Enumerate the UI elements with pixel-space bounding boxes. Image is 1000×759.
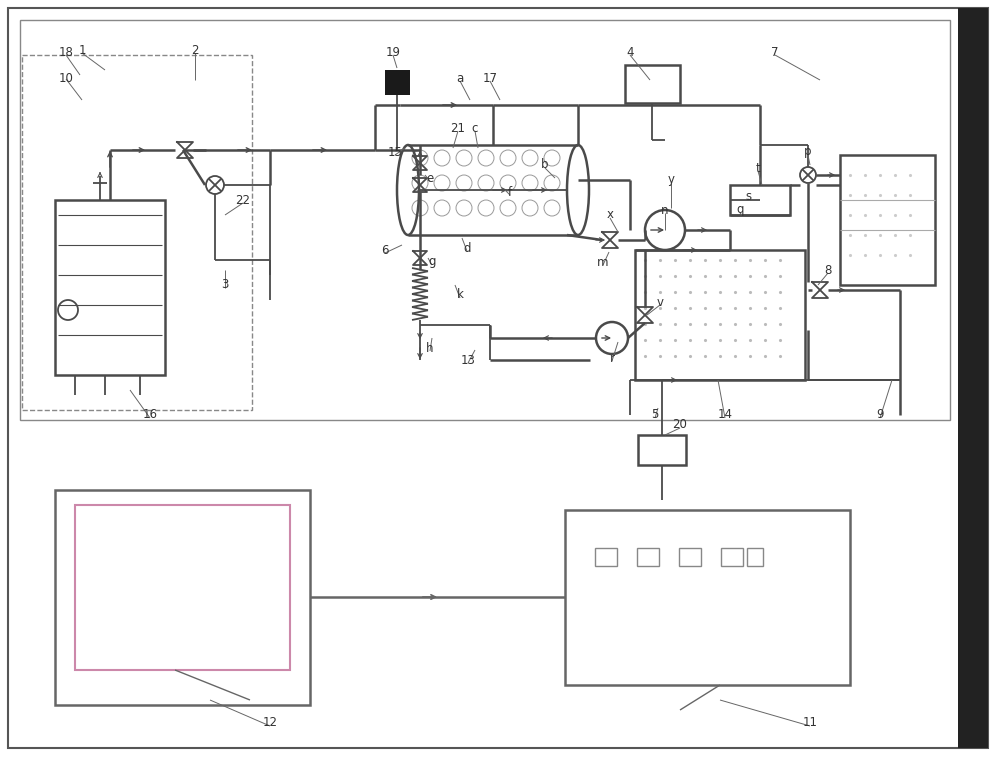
Bar	[565, 510, 850, 685]
Text: x: x	[606, 209, 614, 222]
Text: p: p	[804, 146, 812, 159]
Text: r: r	[610, 351, 614, 364]
Text: 19: 19	[386, 46, 400, 58]
Bar	[635, 250, 805, 380]
Text: 5: 5	[651, 408, 659, 421]
Text: 1: 1	[78, 43, 86, 56]
Text: 10: 10	[59, 71, 73, 84]
Text: 2: 2	[191, 43, 199, 56]
Text: 14: 14	[718, 408, 732, 421]
Text: 21: 21	[450, 121, 466, 134]
Text: 11: 11	[802, 716, 818, 729]
Bar	[385, 70, 410, 95]
Text: 17: 17	[482, 71, 498, 84]
Text: a: a	[456, 71, 464, 84]
Bar	[747, 548, 763, 566]
Text: g: g	[428, 256, 436, 269]
Bar	[595, 548, 617, 566]
Text: f: f	[508, 185, 512, 199]
Bar	[958, 8, 988, 748]
Text: n: n	[661, 203, 669, 216]
Text: 6: 6	[381, 244, 389, 257]
Bar	[679, 548, 701, 566]
Text: 3: 3	[221, 279, 229, 291]
Text: c: c	[472, 121, 478, 134]
Text: 7: 7	[771, 46, 779, 58]
Text: e: e	[426, 172, 434, 184]
Text: b: b	[541, 159, 549, 172]
Bar	[625, 65, 680, 103]
Bar	[22, 55, 252, 410]
Text: 16: 16	[143, 408, 158, 421]
Text: m: m	[597, 256, 609, 269]
Text: t: t	[756, 162, 760, 175]
Text: h: h	[426, 342, 434, 354]
Bar	[55, 200, 165, 375]
Text: 9: 9	[876, 408, 884, 421]
Bar	[55, 490, 310, 705]
Bar	[730, 185, 790, 215]
Bar	[20, 20, 950, 420]
Bar	[721, 548, 743, 566]
Text: y: y	[668, 174, 674, 187]
Text: 18: 18	[59, 46, 73, 58]
Text: 22: 22	[236, 194, 250, 206]
Bar	[637, 548, 659, 566]
Text: 12: 12	[262, 716, 278, 729]
Text: 20: 20	[673, 418, 687, 432]
Text: 15: 15	[388, 146, 402, 159]
Text: d: d	[463, 241, 471, 254]
Bar	[638, 435, 686, 465]
Text: 8: 8	[824, 263, 832, 276]
Text: s: s	[745, 190, 751, 203]
Bar	[840, 155, 935, 285]
Text: v: v	[656, 295, 664, 308]
Bar	[75, 505, 290, 670]
Text: 13: 13	[461, 354, 475, 367]
Text: 4: 4	[626, 46, 634, 58]
Text: q: q	[736, 203, 744, 216]
Text: k: k	[457, 288, 463, 301]
